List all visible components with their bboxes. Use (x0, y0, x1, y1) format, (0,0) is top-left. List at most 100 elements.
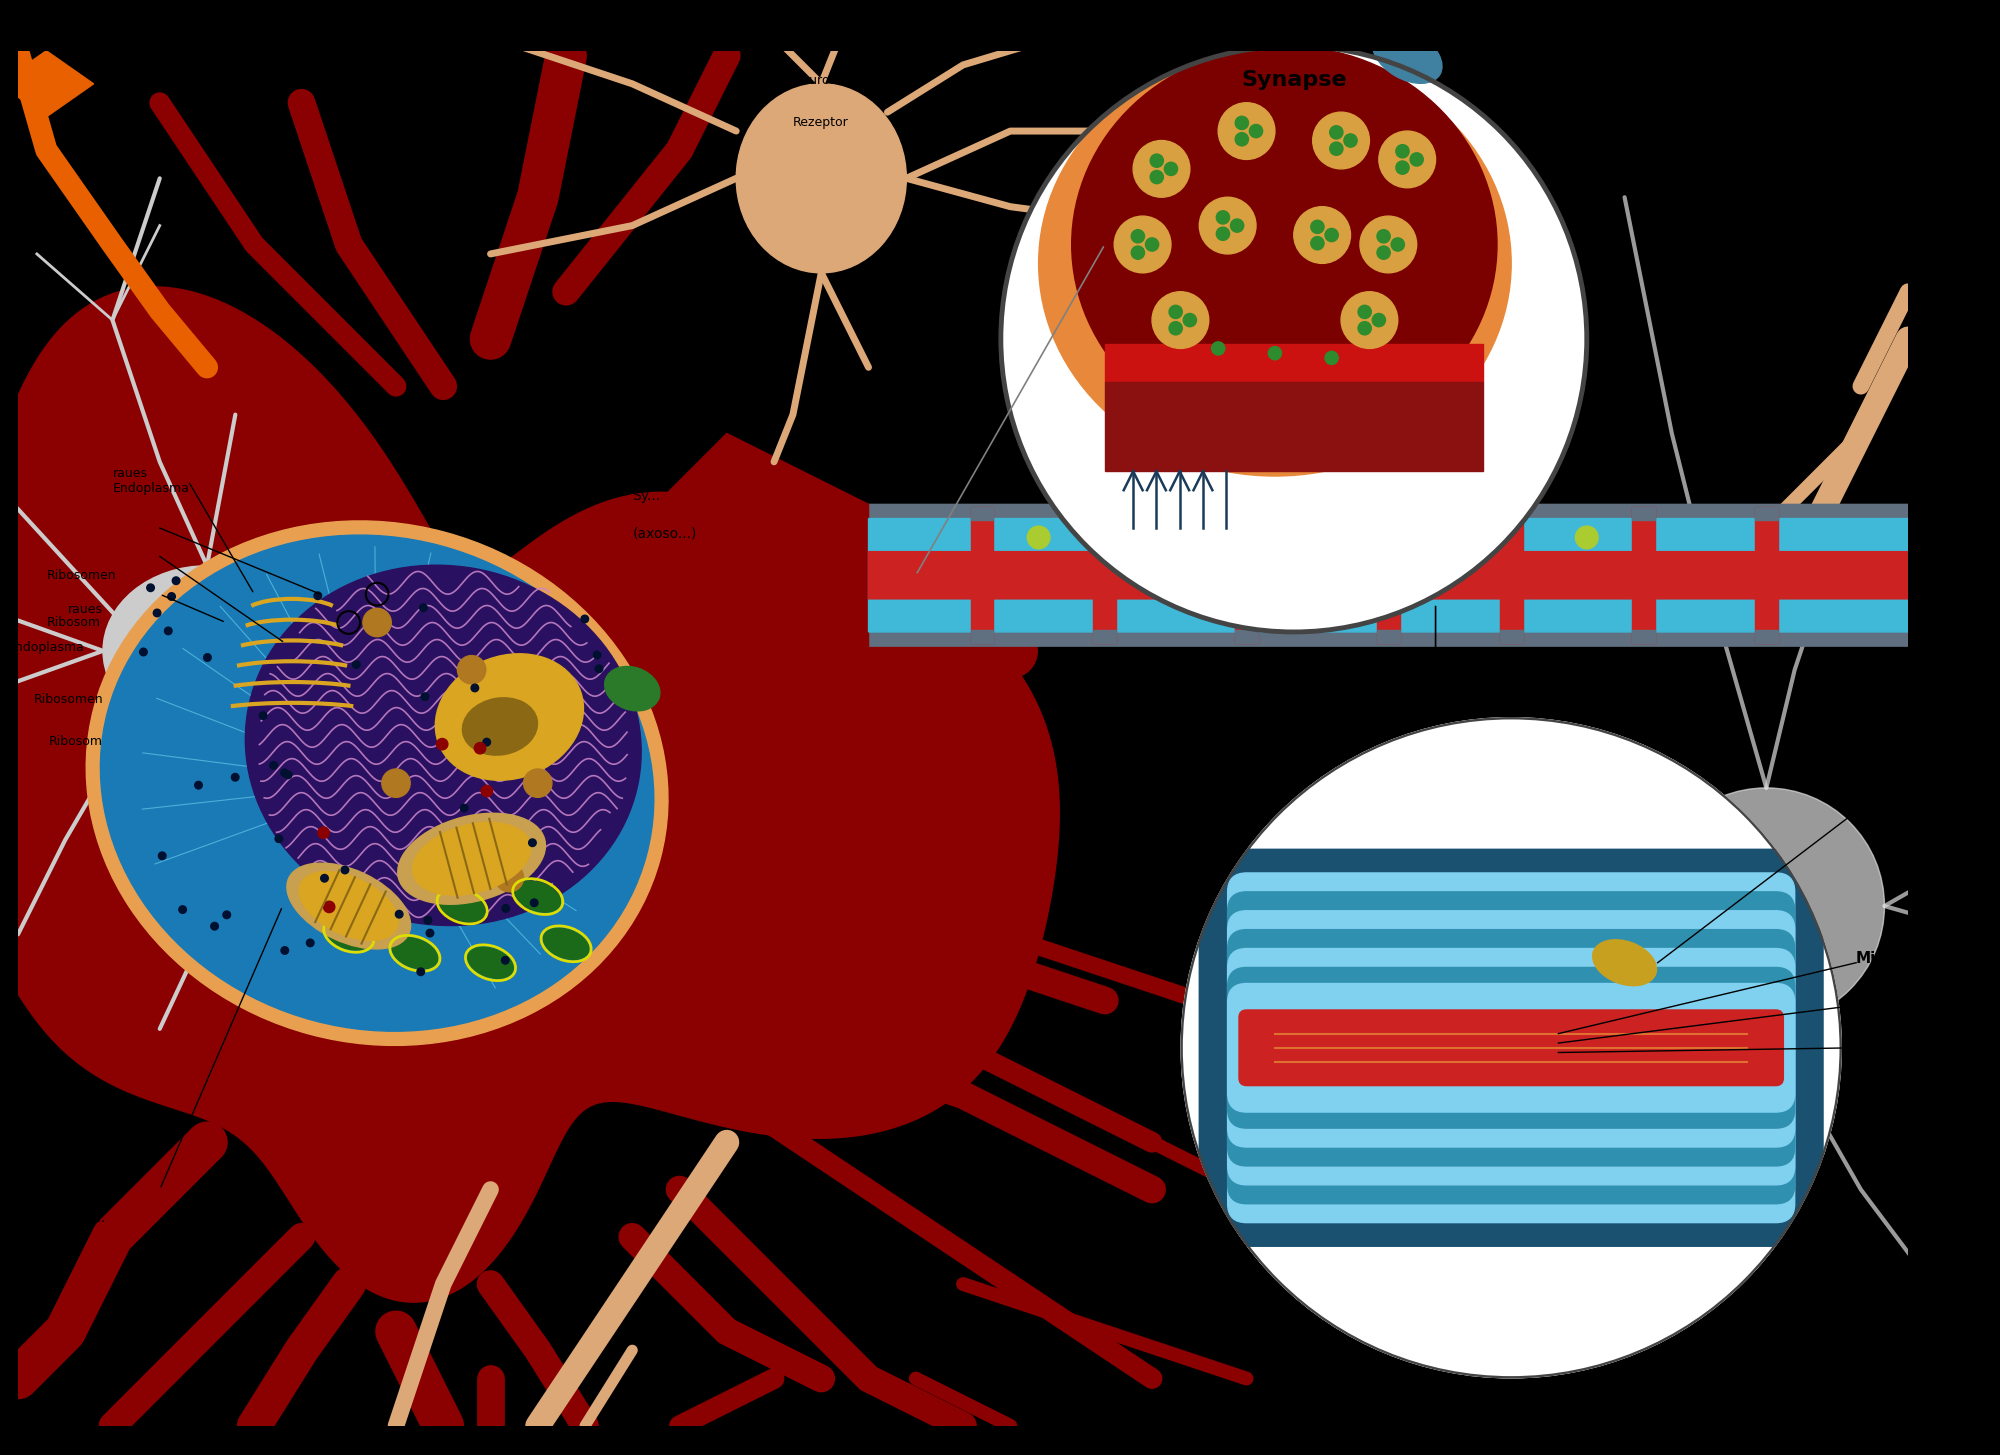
Circle shape (524, 770, 552, 797)
FancyBboxPatch shape (1200, 850, 1824, 1247)
Circle shape (1132, 246, 1144, 259)
Circle shape (1146, 237, 1158, 252)
Ellipse shape (100, 535, 654, 1032)
Circle shape (1376, 230, 1390, 243)
Circle shape (1180, 717, 1842, 1378)
Circle shape (530, 899, 538, 906)
Text: Microtubulus: Microtubulus (1856, 994, 1968, 1008)
Circle shape (1184, 313, 1196, 327)
Bar (1500, 630, 1522, 643)
Bar (1236, 508, 1258, 643)
Text: Neurotransm...: Neurotransm... (792, 74, 886, 87)
Ellipse shape (300, 872, 398, 940)
Circle shape (276, 835, 282, 842)
Ellipse shape (736, 84, 906, 274)
Circle shape (324, 901, 334, 912)
Circle shape (1170, 322, 1182, 335)
FancyBboxPatch shape (1228, 873, 1794, 1222)
Circle shape (502, 905, 510, 912)
Circle shape (396, 911, 402, 918)
Ellipse shape (1038, 51, 1512, 476)
Circle shape (1342, 292, 1398, 348)
Circle shape (260, 711, 266, 719)
Circle shape (1294, 207, 1350, 263)
Circle shape (164, 627, 172, 634)
Ellipse shape (604, 666, 660, 711)
Ellipse shape (462, 698, 538, 755)
Circle shape (472, 684, 478, 691)
Circle shape (140, 649, 148, 656)
FancyBboxPatch shape (1228, 892, 1794, 1203)
Text: Microfilamente: Microfilamente (1856, 950, 1986, 966)
Circle shape (424, 917, 432, 924)
Circle shape (352, 661, 360, 668)
Ellipse shape (392, 937, 438, 969)
Circle shape (1150, 170, 1164, 183)
Bar (1754, 508, 1778, 521)
Circle shape (1358, 306, 1372, 319)
Ellipse shape (1592, 940, 1656, 985)
Circle shape (482, 786, 492, 797)
Circle shape (1372, 313, 1386, 327)
Circle shape (194, 781, 202, 789)
Circle shape (1396, 162, 1410, 175)
Circle shape (1134, 141, 1190, 198)
Circle shape (168, 592, 176, 601)
Text: Synapse: Synapse (1240, 70, 1346, 90)
Circle shape (1358, 322, 1372, 335)
Circle shape (1028, 527, 1050, 549)
Ellipse shape (326, 918, 372, 950)
Circle shape (280, 947, 288, 954)
Circle shape (318, 826, 330, 838)
Ellipse shape (86, 521, 668, 1045)
Text: Mitoch...: Mitoch... (46, 1211, 106, 1225)
Circle shape (422, 693, 428, 700)
Bar (1094, 630, 1116, 643)
Circle shape (594, 652, 600, 659)
Circle shape (1378, 131, 1436, 188)
Circle shape (474, 742, 486, 754)
Circle shape (1218, 103, 1274, 160)
Circle shape (1212, 342, 1224, 355)
Circle shape (1360, 217, 1416, 274)
Circle shape (460, 805, 468, 812)
Text: Miko...: Miko... (850, 26, 890, 39)
Circle shape (382, 770, 410, 797)
Circle shape (1268, 346, 1282, 359)
Bar (1094, 508, 1116, 643)
Text: raues: raues (68, 602, 104, 615)
Circle shape (1576, 527, 1598, 549)
Circle shape (1216, 211, 1230, 224)
Text: Ribosom: Ribosom (46, 615, 100, 629)
FancyBboxPatch shape (1228, 911, 1794, 1184)
FancyBboxPatch shape (1228, 949, 1794, 1147)
Bar (1236, 630, 1258, 643)
Circle shape (1324, 228, 1338, 242)
Text: Sy...: Sy... (632, 489, 660, 502)
Circle shape (1132, 230, 1144, 243)
Circle shape (528, 840, 536, 847)
Ellipse shape (1072, 47, 1496, 442)
Circle shape (420, 604, 428, 611)
Circle shape (146, 583, 154, 592)
Circle shape (502, 956, 510, 965)
Circle shape (154, 610, 160, 617)
Bar (970, 630, 994, 643)
Bar (1376, 508, 1400, 643)
Circle shape (1152, 292, 1208, 348)
Bar (1104, 381, 1482, 471)
Circle shape (416, 968, 424, 975)
Ellipse shape (398, 813, 546, 904)
Circle shape (1310, 220, 1324, 233)
Text: raues
Endoplasma: raues Endoplasma (112, 467, 190, 495)
Circle shape (320, 874, 328, 882)
Ellipse shape (440, 890, 484, 921)
Circle shape (1330, 143, 1342, 156)
Circle shape (172, 578, 180, 585)
Circle shape (1434, 527, 1456, 549)
Circle shape (458, 656, 486, 684)
Circle shape (342, 866, 348, 874)
Text: (axoso...): (axoso...) (632, 527, 696, 540)
Circle shape (1000, 47, 1586, 631)
Polygon shape (0, 51, 94, 116)
